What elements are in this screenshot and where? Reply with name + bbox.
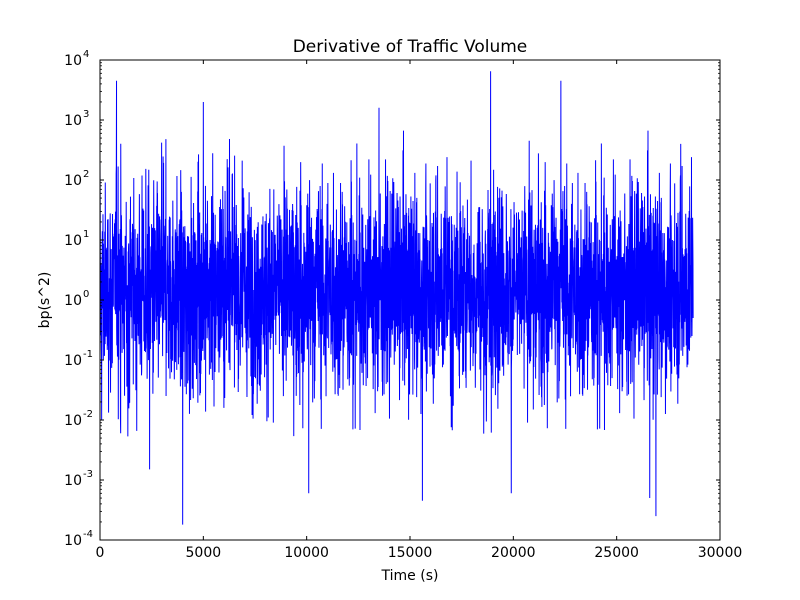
y-tick-label: 10 -1 — [64, 349, 93, 369]
y-tick-exponent: -2 — [83, 409, 93, 420]
y-tick-label: 10 3 — [64, 109, 89, 129]
y-tick-base: 10 — [64, 473, 82, 489]
y-axis-label: bp(s^2) — [37, 272, 53, 329]
y-tick-base: 10 — [64, 113, 82, 129]
y-tick-base: 10 — [64, 173, 82, 189]
series-line — [99, 71, 694, 525]
x-axis-label: Time (s) — [381, 568, 439, 584]
y-tick-base: 10 — [64, 233, 82, 249]
y-tick-label: 10 2 — [64, 169, 89, 189]
y-tick-base: 10 — [64, 533, 82, 549]
x-tick-label: 25000 — [594, 545, 639, 561]
x-tick-label: 10000 — [284, 545, 329, 561]
x-tick-label: 5000 — [186, 545, 222, 561]
y-tick-base: 10 — [64, 353, 82, 369]
y-tick-base: 10 — [64, 53, 82, 69]
y-tick-base: 10 — [64, 293, 82, 309]
y-tick-exponent: -4 — [83, 529, 93, 540]
y-tick-label: 10 4 — [64, 49, 89, 69]
x-tick-label: 15000 — [388, 545, 433, 561]
y-tick-label: 10 -4 — [64, 529, 93, 549]
x-tick-label: 20000 — [491, 545, 536, 561]
y-tick-label: 10 -2 — [64, 409, 93, 429]
series-layer — [99, 71, 694, 525]
x-tick-label: 30000 — [698, 545, 743, 561]
y-tick-exponent: 3 — [83, 109, 89, 120]
y-tick-exponent: 4 — [83, 49, 89, 60]
y-tick-exponent: 0 — [83, 289, 89, 300]
y-tick-label: 10 0 — [64, 289, 89, 309]
y-tick-base: 10 — [64, 413, 82, 429]
y-tick-exponent: -1 — [83, 349, 93, 360]
tick-layer: 0 5000 10000 15000 20000 25000 3000010-410-310… — [64, 49, 742, 561]
y-tick-exponent: 2 — [83, 169, 89, 180]
y-tick-label: 10 1 — [64, 229, 89, 249]
y-tick-exponent: -3 — [83, 469, 93, 480]
y-tick-exponent: 1 — [83, 229, 89, 240]
x-tick-label: 0 — [96, 545, 105, 561]
y-tick-label: 10 -3 — [64, 469, 93, 489]
chart-title: Derivative of Traffic Volume — [293, 37, 528, 57]
